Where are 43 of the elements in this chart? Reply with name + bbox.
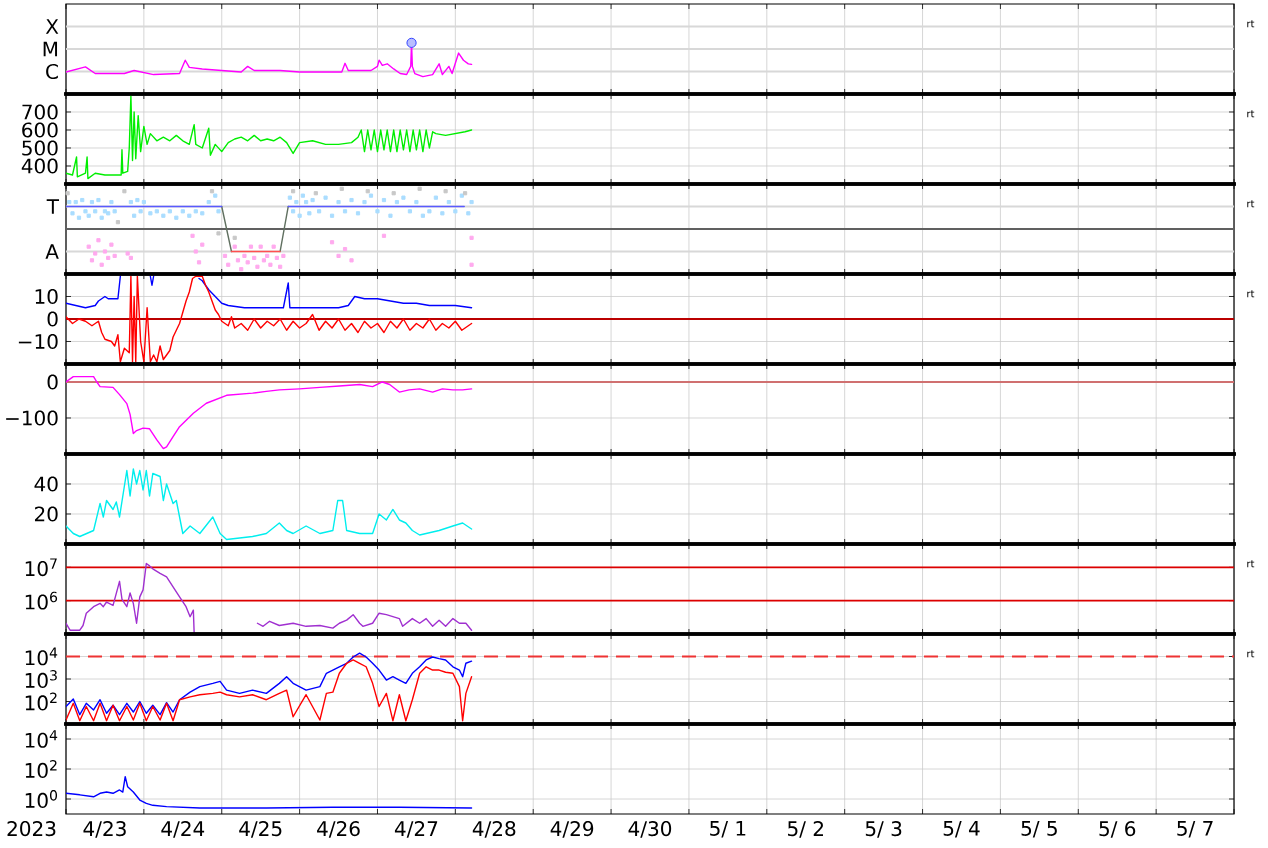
y-tick-label: 10$^{7}$	[25, 558, 57, 577]
x-tick-label: 4/25	[239, 821, 282, 838]
y-tick-label: 10$^{0}$	[25, 790, 58, 808]
y-tick-label: 400	[21, 158, 58, 174]
x-tick-label: 4/24	[161, 821, 205, 838]
x-tick-label: 5/ 2	[788, 821, 823, 838]
y-tick-label: 40	[34, 476, 58, 492]
x-tick-label: 5/ 3	[865, 821, 902, 838]
y-tick-label: 10$^{2}$	[25, 692, 57, 711]
x-tick-label: 5/ 5	[1021, 821, 1057, 838]
x-tick-label: 4/30	[628, 821, 672, 838]
y-tick-label: 10$^{3}$	[25, 670, 57, 688]
ref-line-label: X	[45, 19, 59, 34]
y-tick-label: −10	[18, 333, 58, 350]
line-series	[66, 275, 473, 363]
x-axis-title: 2023	[7, 821, 56, 837]
y-tick-label: 10$^{2}$	[25, 760, 57, 778]
line-series	[66, 375, 473, 450]
y-tick-label: 10$^{6}$	[25, 591, 58, 610]
y-tick-label: 10	[35, 288, 58, 305]
ref-line-label: A	[45, 244, 59, 259]
x-tick-label: 5/ 4	[943, 821, 980, 838]
y-tick-label: 500	[22, 140, 58, 156]
x-tick-label: 5/ 1	[710, 821, 746, 838]
y-tick-label: 10$^{4}$	[25, 647, 58, 666]
y-tick-label: 20	[34, 506, 58, 522]
x-tick-label: 5/ 7	[1177, 821, 1213, 838]
ref-line-label: T	[46, 199, 60, 214]
y-tick-label: 10$^{4}$	[25, 730, 58, 748]
x-tick-label: 5/ 6	[1099, 821, 1136, 838]
x-tick-label: 4/27	[394, 821, 438, 838]
y-tick-label: −100	[6, 410, 58, 426]
x-tick-label: 4/26	[317, 821, 360, 838]
ref-line-label: C	[46, 63, 58, 80]
y-tick-label: 0	[47, 311, 58, 327]
y-tick-label: 600	[22, 122, 58, 138]
x-tick-label: 4/28	[472, 821, 516, 838]
y-tick-label: 700	[22, 104, 58, 120]
y-tick-label: 0	[47, 374, 58, 390]
line-series	[66, 775, 473, 809]
x-tick-label: 4/23	[83, 821, 126, 838]
x-tick-label: 4/29	[550, 821, 594, 838]
ref-line-label: M	[43, 41, 58, 57]
